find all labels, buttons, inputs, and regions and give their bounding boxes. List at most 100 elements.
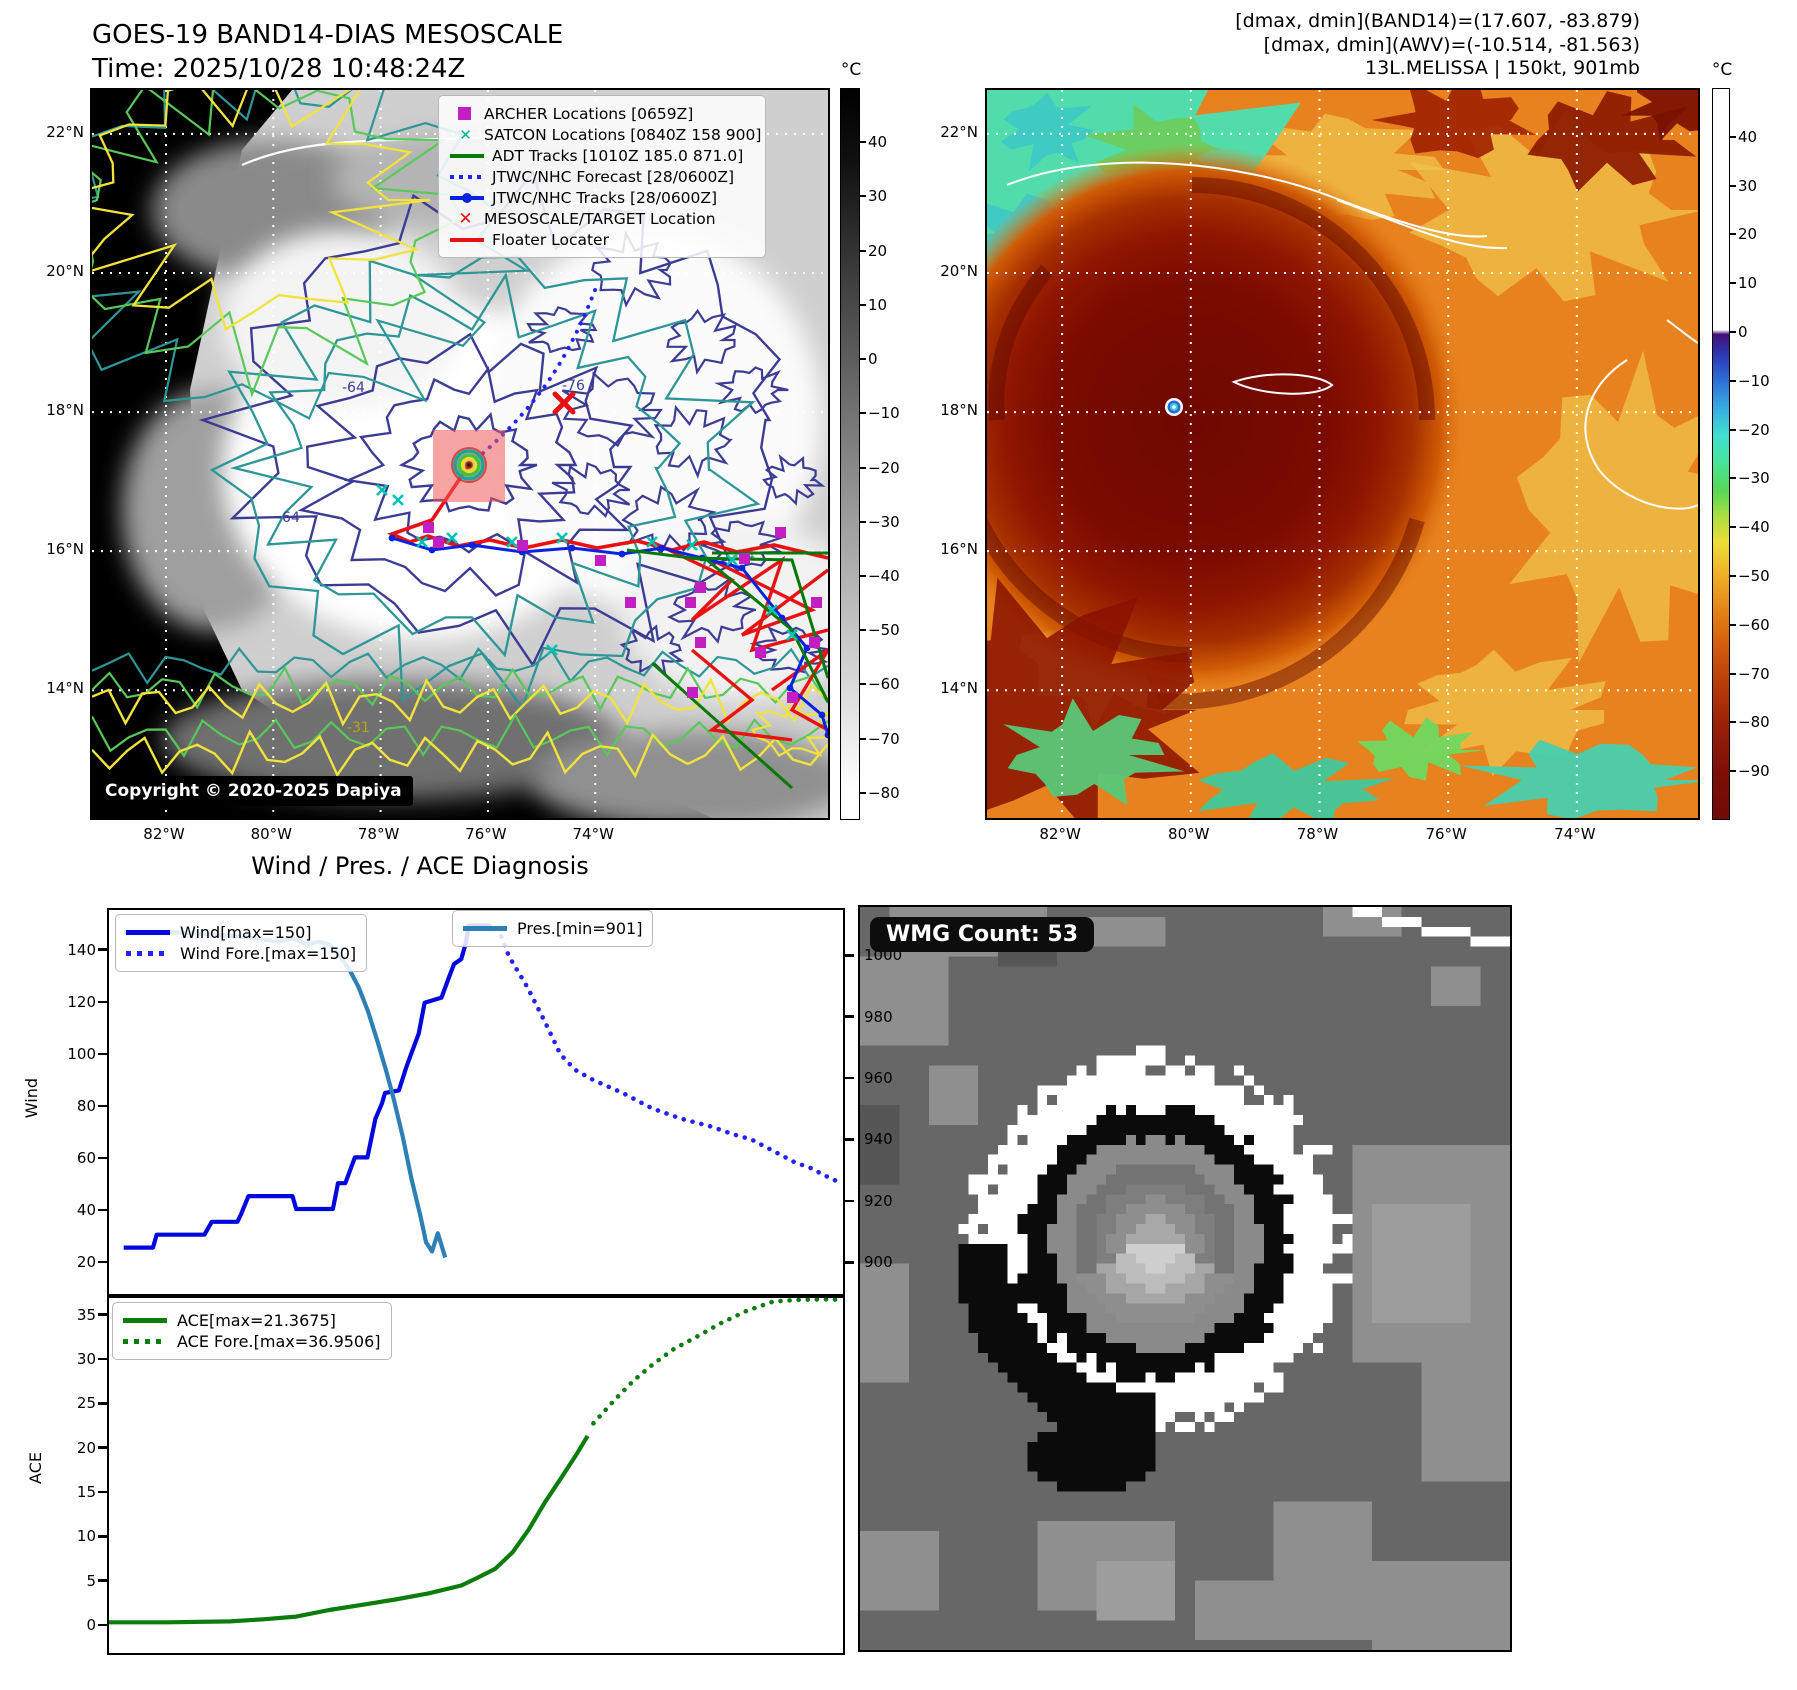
tl-colorbar-tick: 20 (868, 241, 888, 260)
wind-ytick: 60 (76, 1148, 96, 1167)
page-title: GOES-19 BAND14-DIAS MESOSCALE (92, 20, 564, 50)
tr-colorbar-tick: −80 (1738, 713, 1770, 732)
dmax-dmin-band14: [dmax, dmin](BAND14)=(17.607, -83.879) (1235, 10, 1640, 32)
tick-mark (845, 1015, 854, 1018)
tick-mark (1730, 184, 1736, 187)
tr-colorbar-tick: 40 (1738, 127, 1758, 146)
tl-colorbar-tick: −50 (868, 621, 900, 640)
tl-colorbar-tick: −40 (868, 567, 900, 585)
tr-header-block: [dmax, dmin](BAND14)=(17.607, -83.879) [… (1080, 10, 1640, 81)
legend-entry-label: ACE Fore.[max=36.9506] (177, 1332, 381, 1351)
ace-ytick: 15 (76, 1482, 96, 1501)
legend-entry: Wind Fore.[max=150] (126, 943, 356, 964)
legend-item-label: Floater Locater (492, 230, 609, 249)
tick-mark (860, 466, 866, 469)
tick-mark (860, 629, 866, 632)
tl-colorbar-tick: −60 (868, 675, 900, 694)
wind-ytick: 80 (76, 1096, 96, 1115)
map-legend: ARCHER Locations [0659Z] ✕ SATCON Location… (438, 95, 766, 258)
legend-item: JTWC/NHC Tracks [28/0600Z] (449, 187, 755, 208)
band14-mesoscale-map[interactable]: -64-76-64-31-54 ARCHER Locations [0659Z]… (90, 88, 830, 820)
tr-colorbar-tick: 10 (1738, 274, 1758, 293)
tick-mark (860, 141, 866, 144)
pressure-ytick: 900 (864, 1253, 893, 1272)
solid-line-sample (126, 930, 170, 935)
solid-line-sample (123, 1318, 167, 1323)
tick-mark (1730, 575, 1736, 577)
ace-ytick: 5 (86, 1571, 96, 1590)
tl-colorbar-tick: −10 (868, 404, 900, 423)
tl-lat-label: 16°N (46, 540, 84, 559)
tick-mark (845, 1076, 854, 1080)
legend-entry-label: ACE[max=21.3675] (177, 1311, 336, 1330)
legend-item: ARCHER Locations [0659Z] (449, 103, 755, 124)
tr-colorbar-tick: −70 (1738, 664, 1770, 683)
legend-entry-label: Pres.[min=901] (517, 919, 643, 938)
tick-mark (860, 249, 866, 252)
tick-mark (1730, 477, 1736, 480)
tick-mark (98, 1104, 107, 1108)
tl-lon-label: 78°W (357, 825, 400, 843)
dotted-line-sample (123, 1339, 167, 1344)
legend-entry-label: Wind[max=150] (180, 923, 312, 942)
wind-ytick: 120 (67, 992, 96, 1011)
tick-mark (98, 1490, 107, 1494)
tl-title-block: GOES-19 BAND14-DIAS MESOSCALE Time: 2025… (92, 18, 563, 86)
legend-entry: Wind[max=150] (126, 922, 356, 943)
legend-entry-label: Wind Fore.[max=150] (180, 944, 357, 963)
wind-legend: Wind[max=150] Wind Fore.[max=150] (115, 914, 368, 972)
legend-item-label: JTWC/NHC Tracks [28/0600Z] (492, 188, 718, 207)
wmg-pixel-image (860, 907, 1510, 1650)
tr-colorbar-tick: −20 (1738, 420, 1770, 439)
legend-entry: ACE Fore.[max=36.9506] (123, 1331, 381, 1352)
tr-lat-label: 14°N (940, 679, 978, 698)
chart-title: Wind / Pres. / ACE Diagnosis (251, 852, 589, 880)
tr-lon-label: 76°W (1425, 825, 1467, 843)
tr-colorbar-tick: 30 (1738, 176, 1758, 195)
legend-item: Floater Locater (449, 229, 755, 250)
bold-x-marker-icon: ✕ (458, 208, 473, 229)
tr-colorbar-unit: °C (1711, 60, 1733, 80)
ace-legend: ACE[max=21.3675] ACE Fore.[max=36.9506] (112, 1302, 392, 1360)
tr-colorbar-tick: −30 (1738, 469, 1770, 488)
timestamp: Time: 2025/10/28 10:48:24Z (92, 54, 466, 84)
ace-ytick: 35 (76, 1305, 96, 1324)
wmg-pixel-panel[interactable]: WMG Count: 53 (858, 905, 1512, 1652)
tick-mark (1730, 623, 1736, 626)
svg-text:-64: -64 (342, 380, 365, 396)
tl-colorbar-tick: 0 (868, 350, 878, 369)
tr-lat-label: 20°N (940, 262, 978, 280)
legend-item-label: SATCON Locations [0840Z 158 900] (484, 125, 762, 144)
dmax-dmin-awv: [dmax, dmin](AWV)=(-10.514, -81.563) (1263, 33, 1640, 56)
tr-lon-label: 82°W (1039, 825, 1081, 843)
tick-mark (1730, 428, 1736, 431)
tick-mark (1730, 282, 1736, 285)
ir-colorbar (1712, 88, 1730, 820)
wind-ytick: 20 (76, 1253, 96, 1272)
tr-colorbar-tick: 20 (1738, 225, 1758, 244)
legend-item: ✕ MESOSCALE/TARGET Location (449, 208, 755, 229)
svg-text:-64: -64 (277, 510, 300, 526)
tick-mark (98, 1052, 107, 1056)
tr-lon-label: 80°W (1168, 825, 1210, 843)
tl-colorbar-tick: −30 (868, 512, 900, 531)
tr-colorbar-tick: −40 (1738, 518, 1770, 537)
tr-lat-label: 18°N (940, 401, 978, 420)
tick-mark (98, 948, 107, 951)
tick-mark (860, 358, 866, 361)
tick-mark (1730, 233, 1736, 236)
svg-text:-31: -31 (347, 720, 370, 736)
tick-mark (860, 520, 866, 523)
tick-mark (98, 1402, 107, 1405)
wind-pressure-chart[interactable] (107, 908, 845, 1296)
legend-item-label: MESOSCALE/TARGET Location (484, 209, 716, 228)
ace-lines (109, 1298, 843, 1625)
x-marker-icon: ✕ (459, 125, 472, 144)
ir-enhanced-map[interactable] (985, 88, 1700, 820)
tick-mark (1730, 135, 1736, 138)
tl-colorbar-tick: −80 (868, 783, 900, 802)
dotted-marker-icon (450, 174, 484, 179)
tick-mark (860, 791, 866, 794)
wmg-count-badge: WMG Count: 53 (870, 917, 1095, 952)
tick-mark (98, 1579, 107, 1582)
